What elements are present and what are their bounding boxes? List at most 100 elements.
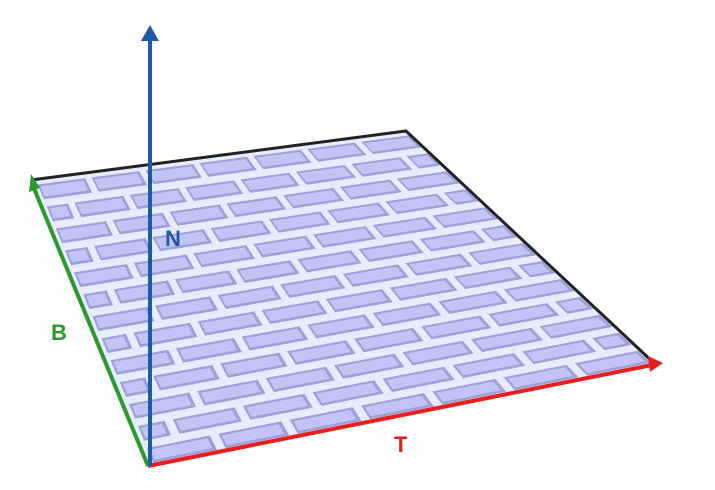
brick xyxy=(423,232,481,250)
tangent-arrowhead xyxy=(648,356,663,372)
brick xyxy=(223,355,283,375)
brick xyxy=(220,288,277,307)
brick xyxy=(299,167,352,183)
brick xyxy=(243,174,296,191)
brick xyxy=(456,355,520,376)
brick xyxy=(58,223,109,241)
tangent-label: T xyxy=(394,432,408,457)
brick xyxy=(269,369,330,390)
brick xyxy=(343,181,397,198)
brick xyxy=(122,380,148,394)
brick xyxy=(310,316,370,336)
brick xyxy=(409,256,468,274)
brick xyxy=(86,293,109,307)
brick-texture xyxy=(31,131,655,466)
brick xyxy=(526,342,591,362)
brick xyxy=(354,159,408,175)
normal-arrowhead xyxy=(141,25,159,41)
brick xyxy=(389,195,445,212)
brick xyxy=(94,173,143,189)
brick xyxy=(97,240,149,258)
brick xyxy=(316,228,372,246)
brick xyxy=(337,356,400,376)
brick xyxy=(491,305,554,324)
brick xyxy=(150,438,213,460)
brick xyxy=(188,182,239,199)
brick xyxy=(346,266,404,285)
brick xyxy=(596,335,626,348)
brick xyxy=(579,353,645,373)
brick xyxy=(95,309,151,329)
brick xyxy=(484,227,512,239)
brick xyxy=(471,245,531,263)
brick xyxy=(543,317,607,337)
brick xyxy=(290,342,351,363)
brick xyxy=(521,263,550,275)
brick xyxy=(148,166,198,182)
brick xyxy=(362,242,419,260)
brick xyxy=(40,180,89,197)
brick xyxy=(300,252,357,270)
brick xyxy=(77,198,127,215)
brick xyxy=(221,424,285,446)
brick xyxy=(239,262,295,281)
brick xyxy=(410,155,436,167)
brick xyxy=(202,159,253,175)
brick xyxy=(200,382,261,403)
brick xyxy=(156,367,216,388)
brick xyxy=(286,190,340,206)
brick xyxy=(104,336,129,350)
brick xyxy=(283,277,341,296)
brick xyxy=(457,268,518,287)
brick xyxy=(293,409,357,431)
brick xyxy=(376,218,433,236)
normal-label: N xyxy=(165,226,181,251)
brick xyxy=(245,328,304,348)
brick xyxy=(364,137,417,152)
plane-back-edge xyxy=(30,129,657,366)
brick xyxy=(316,382,379,404)
tangent-axis xyxy=(147,363,653,468)
brick xyxy=(229,198,282,215)
brick xyxy=(447,191,474,203)
brick xyxy=(178,272,233,291)
brick xyxy=(176,410,238,431)
brick xyxy=(357,330,419,350)
brick xyxy=(424,317,487,337)
brick xyxy=(256,237,312,255)
brick xyxy=(441,293,503,312)
brick xyxy=(272,213,326,231)
brick xyxy=(172,206,225,224)
brick xyxy=(400,173,455,189)
brick xyxy=(507,281,569,300)
brick xyxy=(406,343,469,363)
brick xyxy=(256,151,308,167)
bitangent-arrowhead xyxy=(29,174,40,192)
brick xyxy=(376,305,437,324)
brick xyxy=(132,395,192,416)
brick xyxy=(310,144,362,160)
brick xyxy=(213,222,267,240)
brick xyxy=(436,209,493,226)
brick xyxy=(196,247,251,265)
brick xyxy=(67,249,90,263)
bitangent-axis xyxy=(31,185,150,467)
brick xyxy=(246,396,308,417)
brick xyxy=(364,395,429,417)
brick xyxy=(265,302,323,322)
brick xyxy=(155,231,208,249)
brick xyxy=(116,282,171,301)
brick xyxy=(559,299,588,312)
brick xyxy=(329,291,388,310)
brick xyxy=(393,280,453,299)
brick xyxy=(386,369,450,390)
brick xyxy=(141,423,167,438)
brick xyxy=(507,367,573,388)
brick xyxy=(77,266,130,285)
brick xyxy=(200,314,258,333)
brick xyxy=(330,204,385,221)
brick xyxy=(436,381,501,402)
brick xyxy=(132,190,183,207)
bitangent-label: B xyxy=(51,320,67,345)
